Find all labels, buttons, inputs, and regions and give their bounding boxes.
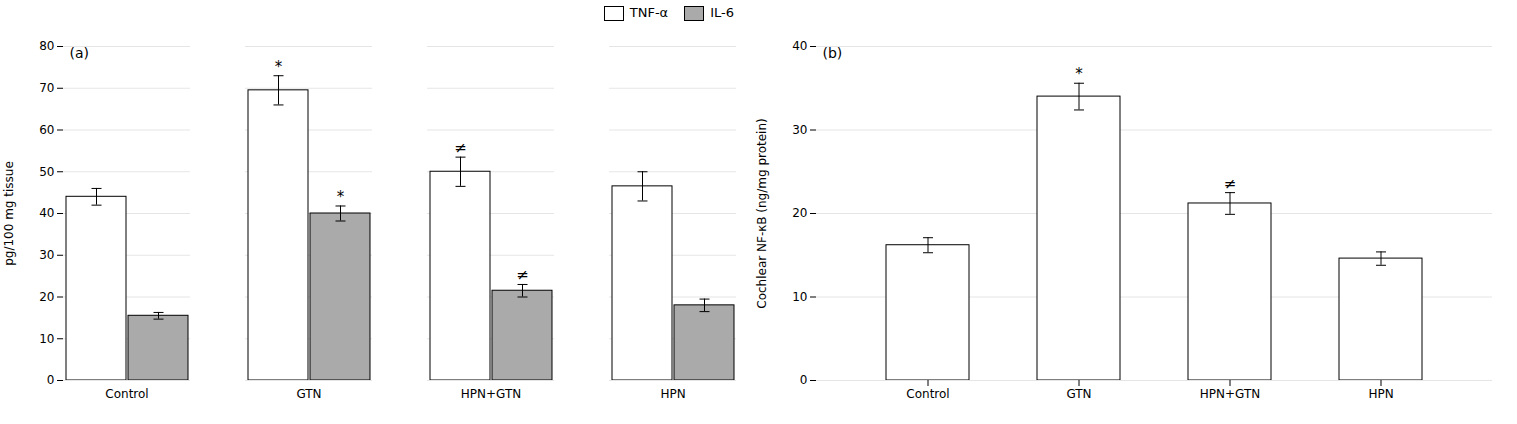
svg-text:≠: ≠	[454, 139, 467, 157]
svg-text:20: 20	[792, 206, 807, 220]
svg-text:30: 30	[792, 123, 807, 137]
svg-text:20: 20	[39, 290, 54, 304]
svg-text:GTN: GTN	[296, 387, 321, 401]
svg-text:Control: Control	[906, 387, 949, 401]
svg-text:≠: ≠	[516, 266, 529, 284]
svg-text:GTN: GTN	[1066, 387, 1091, 401]
svg-text:10: 10	[39, 332, 54, 346]
svg-text:*: *	[337, 188, 345, 206]
svg-text:HPN+GTN: HPN+GTN	[1200, 387, 1260, 401]
svg-text:≠: ≠	[1224, 175, 1237, 193]
svg-text:HPN: HPN	[1368, 387, 1393, 401]
svg-text:pg/100 mg tissue: pg/100 mg tissue	[2, 161, 16, 266]
svg-text:30: 30	[39, 248, 54, 262]
svg-text:60: 60	[39, 123, 54, 137]
svg-text:*: *	[1075, 65, 1083, 83]
html-text:IL-6: IL-6	[710, 5, 734, 20]
svg-text:40: 40	[792, 39, 807, 53]
svg-text:10: 10	[792, 290, 807, 304]
svg-text:70: 70	[39, 81, 54, 95]
svg-text:HPN: HPN	[660, 387, 685, 401]
svg-text:*: *	[275, 58, 283, 76]
svg-text:50: 50	[39, 165, 54, 179]
svg-text:Control: Control	[105, 387, 148, 401]
svg-text:HPN+GTN: HPN+GTN	[461, 387, 521, 401]
svg-text:0: 0	[800, 373, 808, 387]
svg-text:40: 40	[39, 206, 54, 220]
svg-text:(a): (a)	[70, 45, 90, 61]
html-text:TNF-α: TNF-α	[629, 5, 669, 20]
svg-text:0: 0	[47, 373, 55, 387]
svg-text:80: 80	[39, 39, 54, 53]
svg-text:(b): (b)	[823, 45, 843, 61]
svg-text:Cochlear NF-κB (ng/mg protein): Cochlear NF-κB (ng/mg protein)	[755, 118, 769, 308]
